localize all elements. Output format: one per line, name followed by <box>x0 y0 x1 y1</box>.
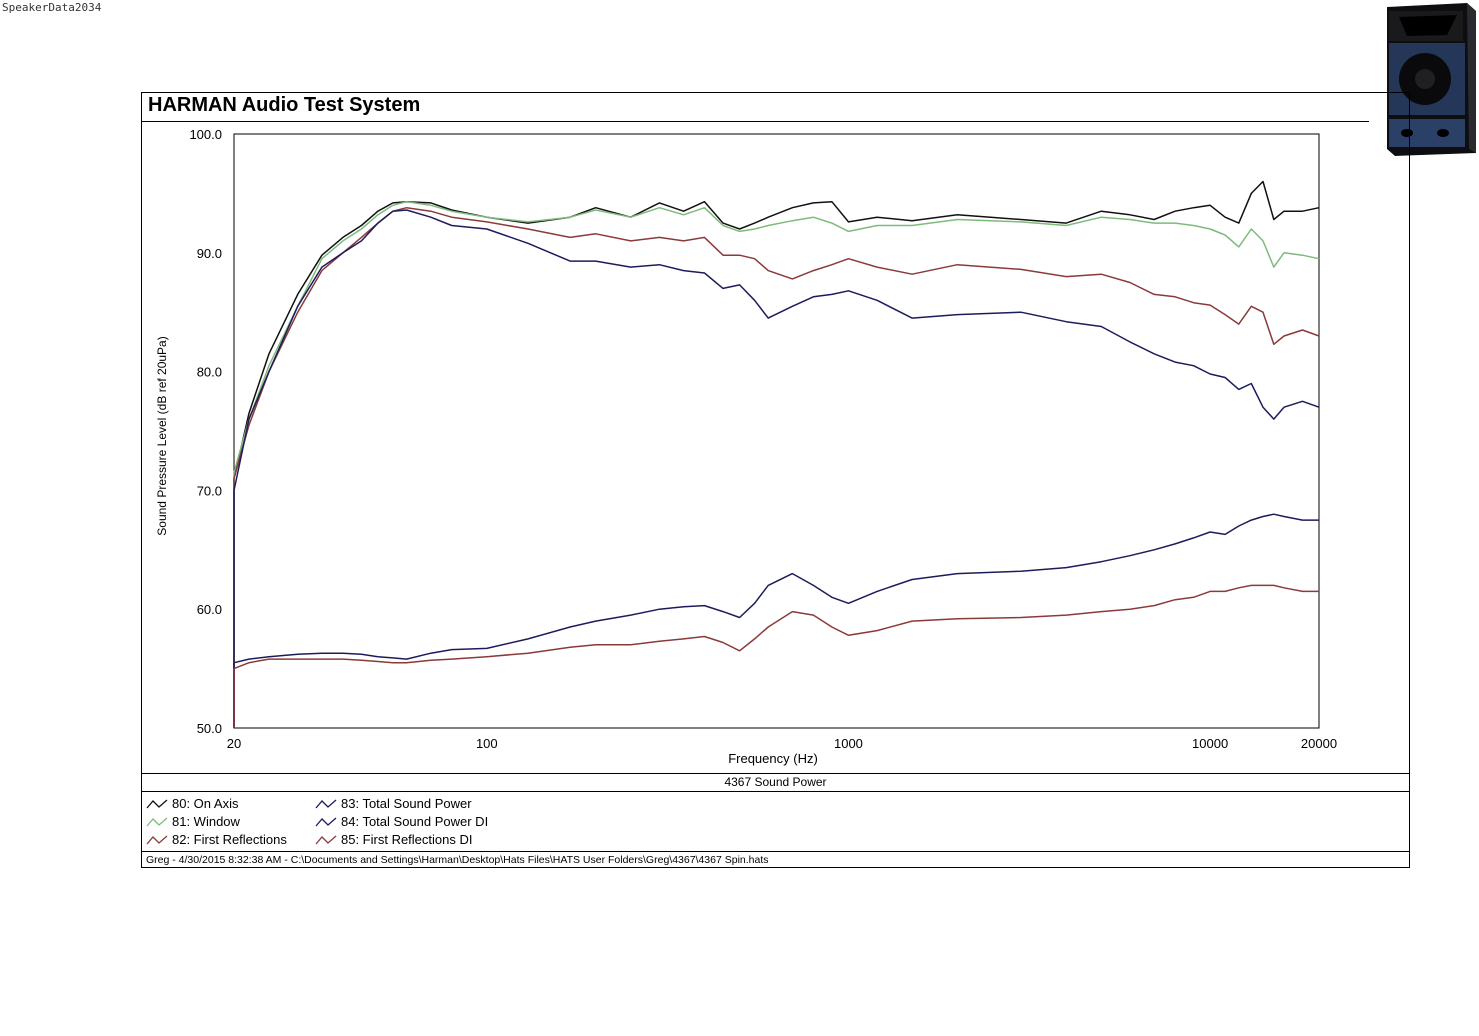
legend-label: 83: Total Sound Power <box>341 796 472 811</box>
x-tick-label: 100 <box>476 736 498 751</box>
legend-item: 85: First Reflections DI <box>315 832 473 847</box>
legend-label: 82: First Reflections <box>172 832 287 847</box>
y-tick-label: 80.0 <box>197 365 222 380</box>
series-line <box>233 200 1320 728</box>
chart-series <box>233 180 1320 728</box>
divider <box>141 851 1410 852</box>
y-tick-label: 50.0 <box>197 721 222 736</box>
file-path-footer: Greg - 4/30/2015 8:32:38 AM - C:\Documen… <box>146 854 769 866</box>
legend-item: 83: Total Sound Power <box>315 796 472 811</box>
watermark-text: SpeakerData2034 <box>2 1 102 14</box>
y-tick-label: 100.0 <box>189 127 222 142</box>
x-tick-label: 20 <box>227 736 241 751</box>
chart-title: 4367 Sound Power <box>724 775 827 789</box>
chart-panel <box>141 92 1410 868</box>
series-line <box>233 513 1319 728</box>
speaker-image <box>1387 3 1476 156</box>
y-tick-label: 70.0 <box>197 483 222 498</box>
legend-item: 81: Window <box>146 814 240 829</box>
plot-area <box>233 133 1320 729</box>
x-axis-label: Frequency (Hz) <box>728 751 818 766</box>
chart-axes: 50.0 60.0 70.0 80.0 90.0 100.0 20 100 1000 10000 2… <box>189 127 1337 751</box>
legend-item: 84: Total Sound Power DI <box>315 814 488 829</box>
legend-label: 81: Window <box>172 814 240 829</box>
legend-item: 82: First Reflections <box>146 832 287 847</box>
legend-item: 80: On Axis <box>146 796 238 811</box>
legend-label: 85: First Reflections DI <box>341 832 473 847</box>
series-line <box>233 209 1320 728</box>
x-tick-label: 1000 <box>834 736 863 751</box>
x-tick-label: 10000 <box>1192 736 1228 751</box>
header-divider <box>141 121 1369 122</box>
y-tick-label: 90.0 <box>197 246 222 261</box>
divider <box>141 791 1410 792</box>
series-line <box>233 180 1320 728</box>
legend-label: 80: On Axis <box>172 796 239 811</box>
y-axis-label: Sound Pressure Level (dB ref 20uPa) <box>155 336 169 535</box>
legend-label: 84: Total Sound Power DI <box>341 814 489 829</box>
app-title: HARMAN Audio Test System <box>148 94 421 116</box>
series-line <box>233 584 1319 728</box>
x-tick-label: 20000 <box>1301 736 1337 751</box>
divider <box>141 773 1410 774</box>
y-tick-label: 60.0 <box>197 602 222 617</box>
